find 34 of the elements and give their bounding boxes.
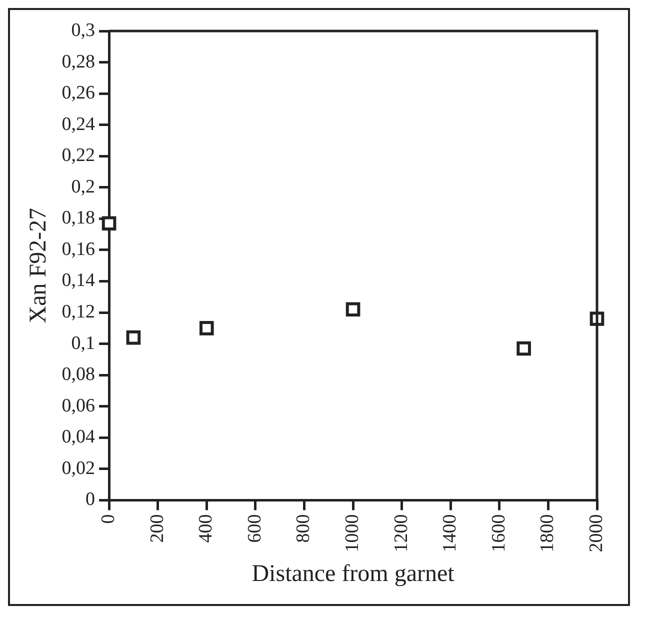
point bbox=[126, 330, 141, 345]
y-tick-label: 0,02 bbox=[62, 458, 96, 479]
y-tick-label: 0,3 bbox=[71, 20, 96, 41]
x-tick-label: 200 bbox=[146, 514, 168, 543]
y-tick-label: 0,06 bbox=[62, 395, 96, 416]
point bbox=[199, 321, 214, 336]
x-tick-label: 600 bbox=[244, 514, 266, 543]
x-axis-title: Distance from garnet bbox=[252, 560, 455, 587]
y-tick-label: 0,18 bbox=[62, 208, 96, 229]
y-tick-label: 0,1 bbox=[71, 332, 96, 354]
point bbox=[102, 216, 116, 231]
y-tick-label: 0,14 bbox=[62, 270, 96, 292]
x-tick-label: 0 bbox=[98, 514, 120, 524]
y-tick-label: 0,04 bbox=[62, 426, 96, 448]
x-tick-label: 1400 bbox=[440, 514, 461, 552]
y-tick-label: 0,2 bbox=[71, 176, 96, 198]
x-tick-label: 1200 bbox=[390, 514, 412, 552]
y-tick-label: 0,12 bbox=[62, 302, 96, 323]
x-tick-label: 1600 bbox=[488, 514, 510, 552]
x-tick-label: 1000 bbox=[342, 514, 364, 552]
point bbox=[516, 341, 531, 356]
y-axis-title: Xan F92-27 bbox=[26, 208, 52, 324]
y-tick-label: 0,26 bbox=[62, 82, 96, 104]
x-tick-label: 1800 bbox=[537, 514, 558, 552]
y-tick-label: 0,08 bbox=[62, 364, 96, 386]
x-tick-label: 800 bbox=[293, 514, 314, 543]
y-tick-label: 0 bbox=[86, 489, 96, 510]
y-tick-label: 0,24 bbox=[62, 114, 96, 135]
x-tick-label: 2000 bbox=[586, 514, 607, 552]
y-tick-label: 0,22 bbox=[62, 145, 96, 166]
point bbox=[346, 302, 360, 317]
y-tick-label: 0,16 bbox=[62, 238, 96, 260]
x-tick-label: 400 bbox=[196, 514, 217, 543]
y-tick-label: 0,28 bbox=[62, 51, 96, 72]
